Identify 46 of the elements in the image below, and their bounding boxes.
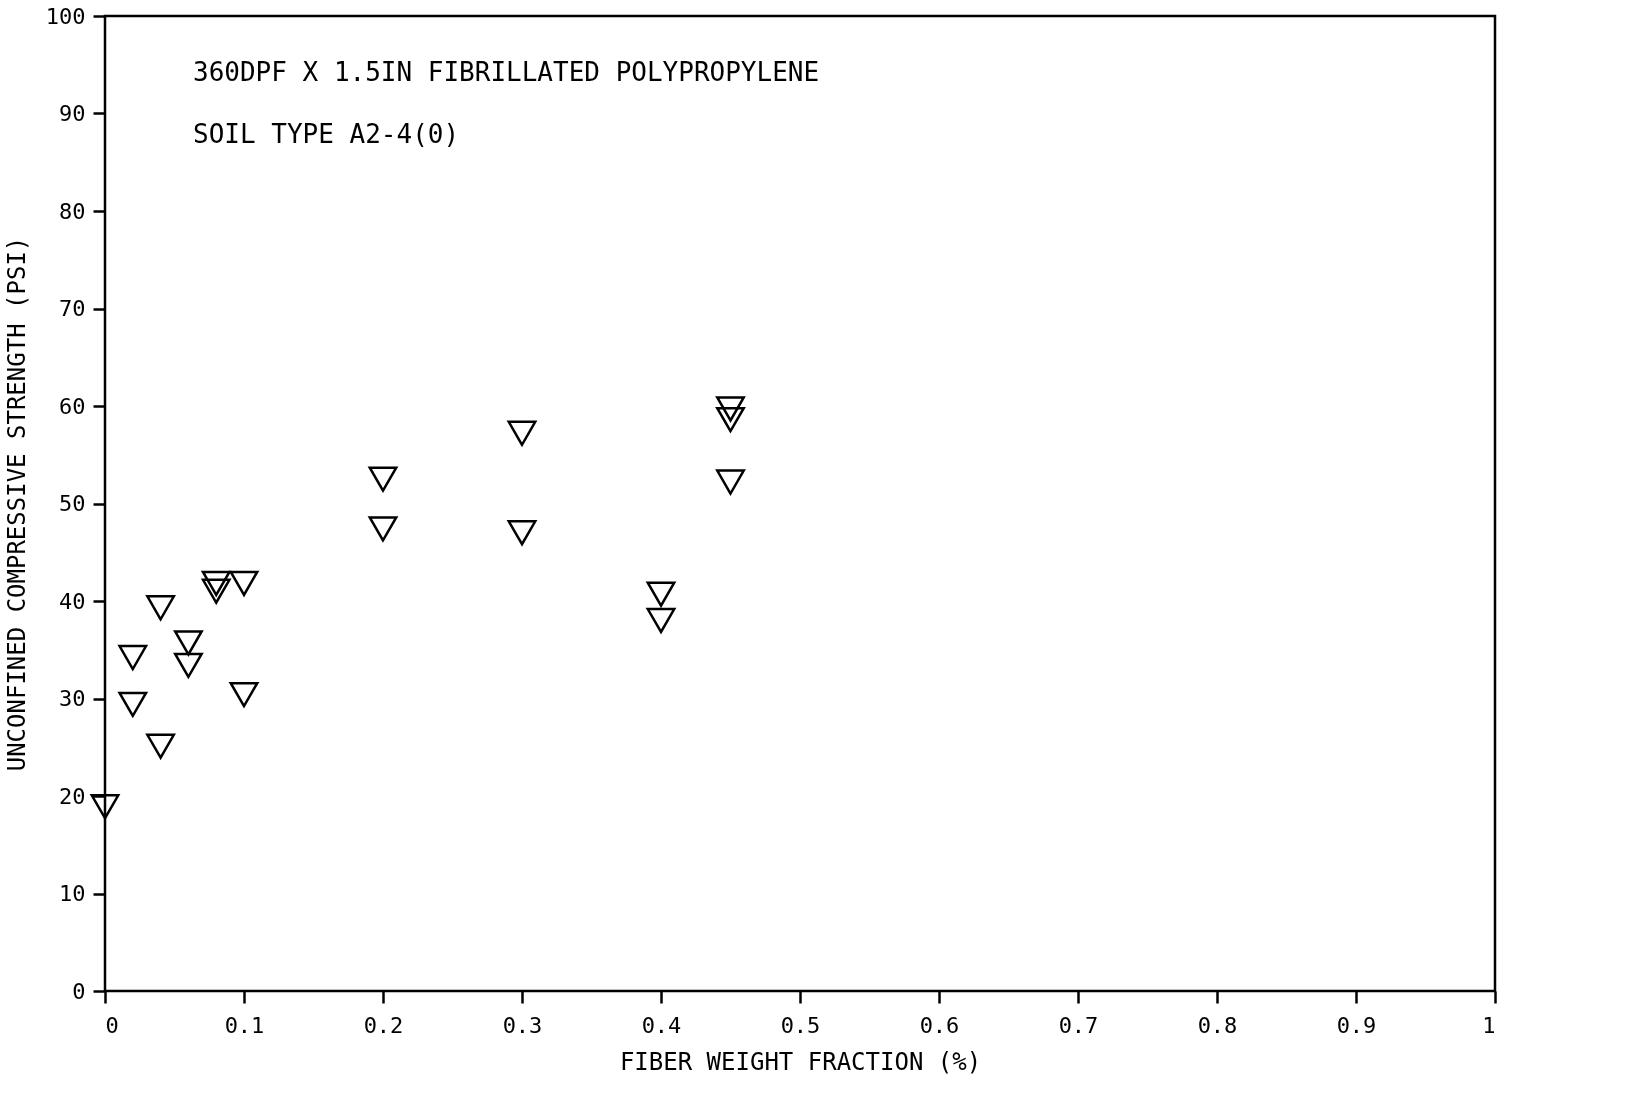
x-tick-label: 0.4	[641, 1012, 682, 1038]
x-tick-label: 0.3	[502, 1012, 543, 1038]
point	[368, 466, 398, 492]
point	[646, 607, 676, 634]
y-tick-label: 70	[59, 296, 86, 321]
annotation: SOIL TYPE A2-4(0)	[193, 119, 460, 149]
y-tick-label: 40	[59, 588, 86, 614]
point	[507, 520, 537, 546]
point	[201, 578, 231, 604]
point	[90, 794, 120, 820]
x-tick-label: 0.2	[363, 1012, 404, 1038]
x-tick-label: 0	[105, 1012, 119, 1038]
point	[368, 516, 398, 542]
point	[173, 652, 203, 679]
y-tick-label: 10	[59, 881, 86, 906]
point	[146, 595, 176, 621]
x-tick-label: 0.7	[1058, 1012, 1099, 1038]
y-tick-label: 60	[59, 393, 86, 419]
point	[118, 644, 148, 671]
point	[229, 570, 259, 597]
y-tick-label: 90	[59, 101, 86, 126]
point	[118, 691, 148, 718]
x-axis-title: FIBER WEIGHT FRACTION (%)	[619, 1047, 982, 1076]
point	[173, 630, 203, 656]
annotation: 360DPF X 1.5IN FIBRILLATED POLYPROPYLENE	[193, 57, 820, 87]
y-tick-label: 100	[45, 3, 86, 29]
y-tick-label: 50	[59, 491, 86, 516]
x-tick-label: 0.1	[224, 1012, 265, 1038]
y-tick-label: 20	[59, 783, 86, 809]
point	[716, 406, 745, 433]
point	[507, 420, 537, 447]
point	[201, 570, 231, 597]
y-tick-label: 30	[59, 686, 86, 711]
x-tick-label: 1	[1482, 1012, 1496, 1038]
x-tick-label: 0.6	[919, 1012, 960, 1038]
x-tick-label: 0.8	[1197, 1012, 1238, 1038]
point	[229, 681, 259, 708]
y-axis-title: UNCONFINED COMPRESSIVE STRENGTH (PSI)	[2, 236, 31, 772]
y-tick-label: 80	[59, 198, 86, 224]
point	[716, 469, 745, 495]
x-tick-label: 0.9	[1336, 1012, 1377, 1038]
x-tick-label: 0.5	[780, 1012, 821, 1038]
point	[716, 396, 745, 422]
point	[146, 733, 176, 759]
y-tick-label: 0	[72, 978, 86, 1004]
point	[646, 581, 676, 607]
